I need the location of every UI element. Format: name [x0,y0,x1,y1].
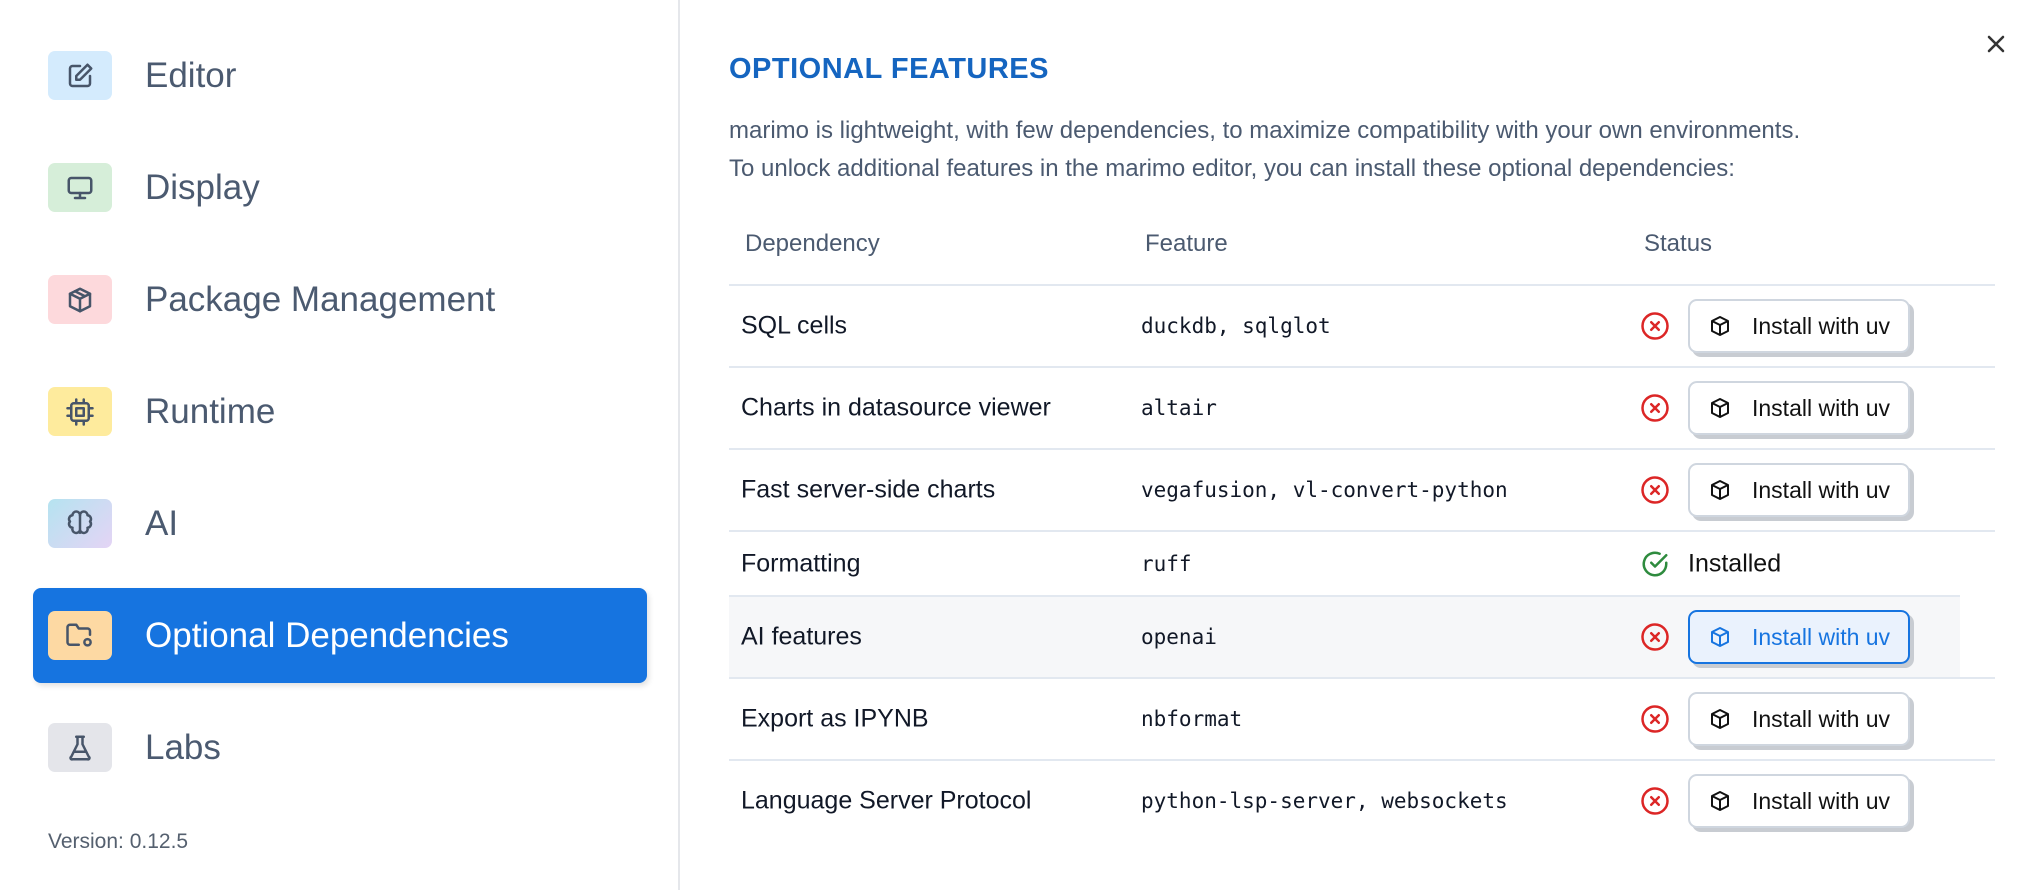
button-label: Install with uv [1752,623,1891,650]
page-title: OPTIONAL FEATURES [729,53,1049,85]
feature-packages: python-lsp-server, websockets [1141,789,1508,813]
sidebar-item-editor[interactable]: Editor [33,28,647,123]
dependency-name: Export as IPYNB [741,704,929,733]
table-row: SQL cells duckdb, sqlglot Install with u… [729,284,1995,366]
column-header-dependency: Dependency [745,230,880,257]
cpu-icon [48,387,112,436]
button-label: Install with uv [1752,787,1891,814]
flask-icon [48,723,112,772]
package-icon [1690,625,1752,649]
button-label: Install with uv [1752,476,1891,503]
error-circle-icon [1641,787,1669,815]
description-line-1: marimo is lightweight, with few dependen… [729,117,1801,144]
dependency-name: Fast server-side charts [741,475,996,504]
package-icon [1690,707,1752,731]
column-header-status: Status [1644,230,1713,257]
package-icon [1690,314,1752,338]
description-line-2: To unlock additional features in the mar… [729,155,1735,182]
sidebar-item-ai[interactable]: AI [33,476,647,571]
sidebar-item-label: Display [145,167,260,207]
error-circle-icon [1641,705,1669,733]
close-icon[interactable] [1982,30,2010,58]
settings-sidebar: Editor Display Package Management Runtim… [0,0,680,890]
error-circle-icon [1641,394,1669,422]
feature-packages: ruff [1141,551,1192,576]
dependency-name: Charts in datasource viewer [741,393,1051,422]
monitor-icon [48,163,112,212]
column-header-feature: Feature [1145,230,1228,257]
sidebar-item-label: Runtime [145,391,276,431]
sidebar-item-display[interactable]: Display [33,140,647,235]
feature-packages: duckdb, sqlglot [1141,314,1331,338]
button-label: Install with uv [1752,394,1891,421]
package-icon [1690,478,1752,502]
install-with-uv-button[interactable]: Install with uv [1688,610,1910,664]
pencil-square-icon [48,51,112,100]
check-circle-icon [1642,551,1668,576]
sidebar-item-labs[interactable]: Labs [33,700,647,795]
dependency-name: SQL cells [741,311,848,340]
sidebar-item-optional-dependencies[interactable]: Optional Dependencies [33,588,647,683]
error-circle-icon [1641,623,1669,651]
button-label: Install with uv [1752,705,1891,732]
error-circle-icon [1641,312,1669,340]
table-row: Export as IPYNB nbformat Install with uv [729,677,1995,759]
package-icon [48,275,112,324]
sidebar-item-label: Package Management [145,279,496,319]
install-with-uv-button[interactable]: Install with uv [1688,692,1910,746]
feature-packages: nbformat [1141,707,1243,731]
sidebar-item-runtime[interactable]: Runtime [33,364,647,459]
table-row: Charts in datasource viewer altair Insta… [729,366,1995,448]
sidebar-item-label: Labs [145,727,221,767]
version-label: Version: 0.12.5 [48,830,189,853]
table-row: Language Server Protocol python-lsp-serv… [729,759,1995,841]
package-icon [1690,396,1752,420]
dependency-name: Language Server Protocol [741,786,1032,815]
feature-packages: openai [1141,625,1217,649]
dependency-name: Formatting [741,549,861,577]
feature-packages: vegafusion, vl-convert-python [1141,478,1508,502]
feature-packages: altair [1141,396,1217,420]
package-icon [1690,789,1752,813]
table-end [729,759,1995,841]
table-row: Fast server-side charts vegafusion, vl-c… [729,448,1995,530]
sidebar-item-package-management[interactable]: Package Management [33,252,647,347]
sidebar-item-label: Editor [145,55,237,95]
installed-label: Installed [1688,549,1782,577]
error-circle-icon [1641,476,1669,504]
install-with-uv-button[interactable]: Install with uv [1688,463,1910,517]
table-row: AI features openai Install with uv [729,595,1960,677]
sidebar-item-label: Optional Dependencies [145,615,509,655]
brain-icon [48,499,112,548]
install-with-uv-button[interactable]: Install with uv [1688,381,1910,435]
install-with-uv-button[interactable]: Install with uv [1688,774,1910,828]
folder-cog-icon [48,611,112,660]
table-row: Formatting ruff Installed [729,530,1995,595]
sidebar-item-label: AI [145,503,179,543]
install-with-uv-button[interactable]: Install with uv [1688,299,1910,353]
button-label: Install with uv [1752,312,1891,339]
dependency-name: AI features [741,622,862,651]
